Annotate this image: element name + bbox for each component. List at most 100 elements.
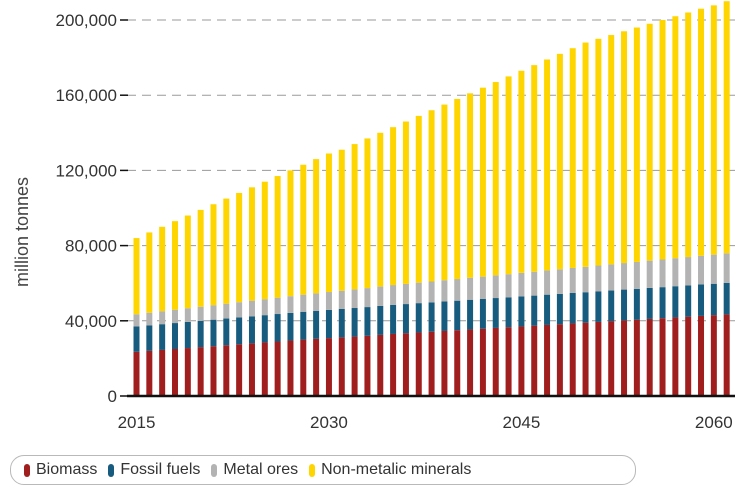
bar-biomass-2039 [441,330,448,396]
bar-non-metalic-minerals-2034 [377,132,384,287]
bar-non-metalic-minerals-2040 [454,98,461,280]
bar-non-metalic-minerals-2047 [544,59,551,271]
bar-non-metalic-minerals-2039 [441,104,448,281]
legend-label-fossil-fuels: Fossil fuels [120,461,201,478]
bar-fossil-fuels-2026 [274,314,281,342]
bar-metal-ores-2016 [146,312,153,326]
bar-non-metalic-minerals-2033 [364,138,371,289]
bar-fossil-fuels-2025 [261,315,268,343]
bar-fossil-fuels-2039 [441,301,448,331]
bar-biomass-2057 [672,317,679,396]
bar-biomass-2049 [569,323,576,396]
bar-non-metalic-minerals-2016 [146,232,153,313]
bar-biomass-2061 [723,314,730,396]
bar-biomass-2021 [210,346,217,396]
bar-fossil-fuels-2035 [390,304,397,334]
bar-metal-ores-2044 [505,274,512,298]
legend-item-metal-ores[interactable]: Metal ores [211,461,298,479]
bar-non-metalic-minerals-2043 [492,82,499,276]
bar-fossil-fuels-2044 [505,297,512,328]
bar-fossil-fuels-2037 [415,303,422,333]
bar-biomass-2030 [325,338,332,396]
bar-biomass-2046 [531,325,538,396]
bar-metal-ores-2059 [698,255,705,285]
bars-layer [133,1,730,396]
bar-fossil-fuels-2033 [364,307,371,336]
bar-non-metalic-minerals-2022 [223,198,230,304]
bar-fossil-fuels-2051 [595,291,602,322]
bar-metal-ores-2057 [672,258,679,287]
bar-fossil-fuels-2022 [223,318,230,346]
bar-metal-ores-2040 [454,279,461,301]
bar-metal-ores-2060 [710,254,717,284]
bar-fossil-fuels-2040 [454,300,461,331]
bar-biomass-2037 [415,332,422,396]
bar-fossil-fuels-2058 [685,285,692,317]
bar-metal-ores-2032 [351,289,358,309]
legend-item-non-metalic-minerals[interactable]: Non-metalic minerals [309,461,471,479]
bar-metal-ores-2058 [685,257,692,286]
bar-fossil-fuels-2060 [710,283,717,316]
bar-fossil-fuels-2050 [582,292,589,323]
bar-fossil-fuels-2021 [210,319,217,347]
bar-biomass-2038 [428,331,435,396]
bar-biomass-2028 [300,339,307,396]
legend-label-metal-ores: Metal ores [223,461,299,478]
bar-fossil-fuels-2055 [646,287,653,319]
bar-non-metalic-minerals-2036 [402,121,409,284]
y-tick-label: 120,000 [56,161,117,180]
bar-biomass-2041 [467,329,474,396]
bar-fossil-fuels-2030 [325,309,332,339]
y-axis-label: million tonnes [12,177,32,287]
bar-biomass-2031 [338,337,345,396]
bar-biomass-2053 [621,320,628,396]
bar-metal-ores-2056 [659,259,666,288]
bar-non-metalic-minerals-2038 [428,110,435,282]
legend-item-fossil-fuels[interactable]: Fossil fuels [108,461,200,479]
bar-metal-ores-2052 [608,264,615,291]
bar-metal-ores-2053 [621,263,628,290]
bar-biomass-2026 [274,341,281,396]
bar-biomass-2043 [492,327,499,396]
bar-fossil-fuels-2028 [300,311,307,340]
bar-biomass-2025 [261,342,268,396]
bar-non-metalic-minerals-2035 [390,127,397,286]
bar-metal-ores-2017 [159,311,166,325]
bar-biomass-2042 [479,328,486,396]
bar-biomass-2060 [710,315,717,396]
bar-fossil-fuels-2019 [184,321,191,349]
bar-fossil-fuels-2034 [377,305,384,335]
bar-metal-ores-2019 [184,308,191,322]
bar-non-metalic-minerals-2060 [710,5,717,255]
bar-fossil-fuels-2049 [569,292,576,324]
bar-metal-ores-2028 [300,294,307,312]
x-axis-ticks: 2015 2030 2045 2060 [118,413,733,432]
bar-biomass-2048 [556,324,563,396]
bar-non-metalic-minerals-2031 [338,149,345,291]
bar-non-metalic-minerals-2032 [351,144,358,290]
y-axis-ticks: 0 40,000 80,000 120,000 160,000 200,000 [56,11,128,406]
bar-fossil-fuels-2038 [428,302,435,332]
bar-biomass-2027 [287,340,294,396]
bar-non-metalic-minerals-2019 [184,215,191,309]
bar-fossil-fuels-2020 [197,320,204,348]
bar-metal-ores-2023 [236,302,243,318]
bar-metal-ores-2034 [377,286,384,306]
legend-item-biomass[interactable]: Biomass [24,461,97,479]
x-tick-label: 2060 [695,413,733,432]
bar-fossil-fuels-2054 [633,288,640,320]
bar-non-metalic-minerals-2056 [659,20,666,260]
bar-metal-ores-2036 [402,283,409,305]
bar-biomass-2019 [184,348,191,396]
bar-metal-ores-2018 [171,309,178,324]
bar-non-metalic-minerals-2027 [287,170,294,297]
legend: Biomass Fossil fuels Metal ores Non-meta… [10,455,636,485]
y-tick-label: 0 [108,387,117,406]
bar-non-metalic-minerals-2046 [531,65,538,272]
bar-metal-ores-2020 [197,306,204,321]
bar-fossil-fuels-2061 [723,282,730,315]
bar-non-metalic-minerals-2045 [518,70,525,273]
bar-non-metalic-minerals-2048 [556,53,563,270]
bar-biomass-2054 [633,319,640,396]
